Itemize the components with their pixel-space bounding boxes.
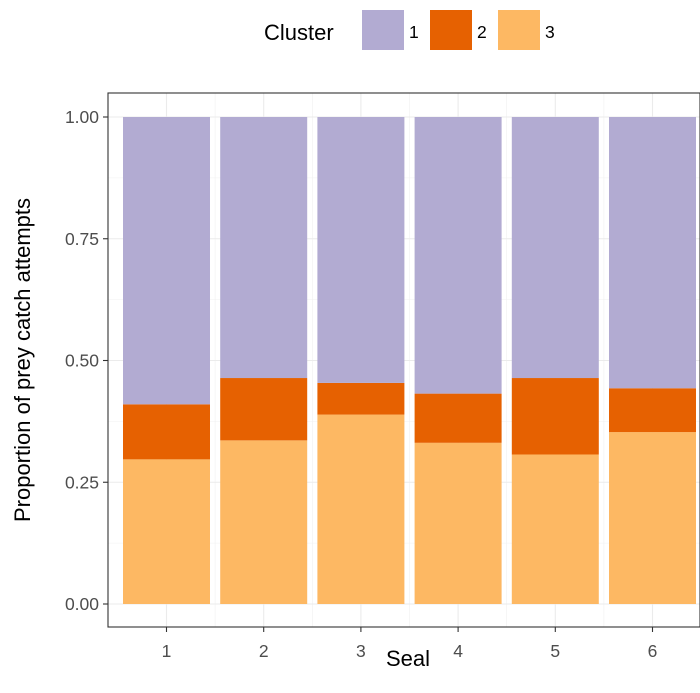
legend-label-cluster-3: 3 — [545, 22, 555, 42]
x-tick-label: 4 — [453, 641, 463, 661]
bar-seal-1-cluster-1 — [123, 117, 210, 405]
bar-seal-2-cluster-1 — [220, 117, 308, 379]
legend-label-cluster-1: 1 — [409, 22, 419, 42]
x-tick-label: 6 — [648, 641, 658, 661]
bar-seal-6-cluster-1 — [609, 117, 696, 389]
legend-key-cluster-3 — [498, 10, 540, 50]
legend-title: Cluster — [264, 20, 334, 45]
bar-seal-6-cluster-3 — [609, 432, 696, 604]
y-tick-label: 0.50 — [65, 351, 99, 371]
bar-seal-4-cluster-1 — [414, 117, 502, 394]
legend-label-cluster-2: 2 — [477, 22, 487, 42]
legend-key-cluster-2 — [430, 10, 472, 50]
bar-seal-4-cluster-2 — [414, 393, 502, 443]
y-tick-label: 0.00 — [65, 594, 99, 614]
x-axis-label: Seal — [386, 646, 430, 671]
legend-key-cluster-1 — [362, 10, 404, 50]
bar-seal-5-cluster-2 — [511, 378, 599, 455]
bar-seal-1-cluster-2 — [123, 404, 210, 460]
bar-seal-5-cluster-1 — [511, 117, 599, 379]
bar-seal-3-cluster-2 — [317, 382, 405, 415]
x-axis: 1 2 3 4 5 6 — [162, 627, 658, 661]
bar-seal-2-cluster-2 — [220, 378, 308, 441]
x-tick-label: 2 — [259, 641, 269, 661]
bar-seal-6-cluster-2 — [609, 388, 696, 433]
plot-panel — [107, 92, 700, 628]
y-tick-label: 0.25 — [65, 472, 99, 492]
x-tick-label: 3 — [356, 641, 366, 661]
y-axis-label: Proportion of prey catch attempts — [10, 198, 35, 522]
y-tick-label: 1.00 — [65, 107, 99, 127]
bar-seal-4-cluster-3 — [414, 442, 502, 604]
y-axis: 0.00 0.25 0.50 0.75 1.00 — [65, 107, 108, 614]
bar-seal-1-cluster-3 — [123, 459, 210, 604]
bar-seal-3-cluster-3 — [317, 414, 405, 604]
bar-seal-2-cluster-3 — [220, 440, 308, 604]
y-tick-label: 0.75 — [65, 229, 99, 249]
x-tick-label: 1 — [162, 641, 172, 661]
x-tick-label: 5 — [550, 641, 560, 661]
legend: Cluster 1 2 3 — [264, 10, 555, 50]
bar-seal-3-cluster-1 — [317, 117, 405, 383]
bar-seal-5-cluster-3 — [511, 454, 599, 604]
